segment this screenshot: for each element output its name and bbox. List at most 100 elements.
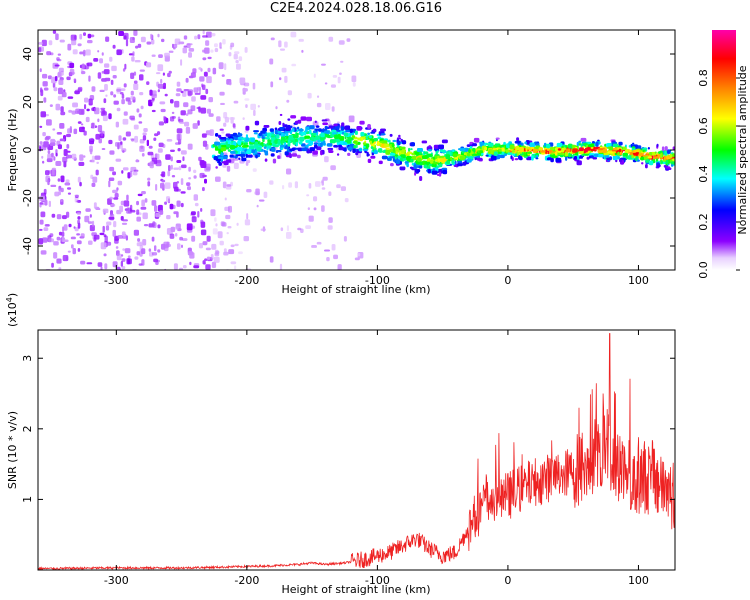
spectrogram-y-label: Frequency (Hz) <box>6 109 19 192</box>
spectrogram-ridge-cell <box>274 127 278 131</box>
spectrogram-ridge-cell <box>270 153 275 157</box>
spectrogram-ridge-cell <box>419 176 423 181</box>
spectrogram-noise-cell <box>257 105 260 108</box>
spectrogram-ridge-cell <box>389 156 395 159</box>
spectrogram-noise-cell <box>246 189 252 193</box>
spectrogram-ridge-cell <box>229 145 236 150</box>
spectrogram-noise-cell <box>62 215 67 220</box>
spectrogram-noise-cell <box>228 81 232 86</box>
spectrogram-noise-cell <box>148 145 153 149</box>
spectrogram-ridge-cell <box>617 156 620 160</box>
spectrogram-noise-cell <box>40 250 47 255</box>
spectrogram-noise-cell <box>246 213 249 220</box>
spectrogram-ridge-cell <box>435 151 438 155</box>
spectrogram-ridge-cell <box>664 165 668 168</box>
spectrogram-ridge-cell <box>360 132 365 137</box>
spectrogram-y-tick-label: 40 <box>21 47 34 61</box>
spectrogram-noise-cell <box>40 211 46 218</box>
spectrogram-ridge-cell <box>397 145 400 148</box>
spectrogram-ridge-cell <box>535 154 539 158</box>
spectrogram-noise-cell <box>147 151 154 156</box>
spectrogram-noise-cell <box>62 156 68 163</box>
spectrogram-noise-cell <box>94 107 100 115</box>
spectrogram-noise-cell <box>66 150 71 153</box>
spectrogram-noise-cell <box>313 196 318 202</box>
spectrogram-noise-cell <box>215 223 218 227</box>
spectrogram-ridge-cell <box>269 128 274 132</box>
spectrogram-noise-cell <box>204 71 208 77</box>
spectrogram-ridge-cell <box>578 140 582 143</box>
spectrogram-noise-cell <box>47 153 53 161</box>
spectrogram-noise-cell <box>90 138 95 142</box>
spectrogram-ridge-cell <box>312 150 318 155</box>
spectrogram-ridge-cell <box>273 144 279 148</box>
spectrogram-noise-cell <box>168 165 171 172</box>
spectrogram-noise-cell <box>305 225 311 229</box>
spectrogram-ridge-cell <box>628 149 632 153</box>
spectrogram-noise-cell <box>102 115 108 122</box>
spectrogram-noise-cell <box>157 83 164 89</box>
spectrogram-ridge-cell <box>665 160 669 165</box>
spectrogram-noise-cell <box>252 168 257 172</box>
spectrogram-ridge-cell <box>215 158 222 161</box>
spectrogram-ridge-cell <box>225 133 231 137</box>
spectrogram-ridge-cell <box>367 158 372 163</box>
spectrogram-ridge-cell <box>576 141 579 147</box>
spectrogram-ridge-cell <box>645 159 651 163</box>
spectrogram-noise-cell <box>67 250 71 253</box>
spectrogram-noise-cell <box>121 258 126 262</box>
spectrogram-ridge-cell <box>595 141 599 147</box>
spectrogram-ridge-cell <box>530 146 535 149</box>
spectrogram-ridge-cell <box>407 151 412 154</box>
spectrogram-noise-cell <box>79 181 82 187</box>
spectrogram-ridge-cell <box>244 142 249 145</box>
spectrogram-ridge-cell <box>279 113 283 116</box>
spectrogram-noise-cell <box>337 267 341 270</box>
spectrogram-noise-cell <box>230 117 234 124</box>
spectrogram-ridge-cell <box>264 150 268 156</box>
spectrogram-noise-cell <box>49 142 56 146</box>
spectrogram-noise-cell <box>65 179 70 183</box>
spectrogram-ridge-cell <box>254 120 260 126</box>
spectrogram-noise-cell <box>176 81 181 87</box>
spectrogram-noise-cell <box>80 233 85 239</box>
spectrogram-ridge-cell <box>410 158 414 163</box>
spectrogram-ridge-cell <box>289 153 292 159</box>
spectrogram-ridge-cell <box>334 134 339 139</box>
spectrogram-ridge-cell <box>304 135 310 139</box>
spectrogram-noise-cell <box>42 73 48 79</box>
spectrogram-noise-cell <box>169 233 175 239</box>
spectrogram-noise-cell <box>109 196 113 200</box>
spectrogram-noise-cell <box>125 39 129 47</box>
spectrogram-ridge-cell <box>433 144 440 149</box>
spectrogram-ridge-cell <box>666 156 671 160</box>
spectrogram-noise-cell <box>123 111 128 116</box>
spectrogram-noise-cell <box>328 36 334 42</box>
spectrogram-noise-cell <box>86 62 93 67</box>
spectrogram-ridge-cell <box>419 151 422 155</box>
spectrogram-noise-cell <box>339 72 342 75</box>
spectrogram-noise-cell <box>147 177 151 181</box>
spectrogram-noise-cell <box>56 132 62 135</box>
spectrogram-noise-cell <box>93 234 100 240</box>
spectrogram-noise-cell <box>85 49 91 56</box>
spectrogram-noise-cell <box>258 199 265 202</box>
spectrogram-ridge-cell <box>392 147 396 152</box>
spectrogram-noise-cell <box>39 146 42 152</box>
spectrogram-ridge-cell <box>503 153 507 156</box>
spectrogram-noise-cell <box>50 184 57 187</box>
snr-x-ticks: -300 -200 -100 0 100 <box>104 330 649 587</box>
spectrogram-noise-cell <box>97 118 100 123</box>
spectrogram-ridge-cell <box>526 146 529 149</box>
spectrogram-ridge-cell <box>289 148 295 151</box>
spectrogram-ridge-cell <box>333 123 338 127</box>
spectrogram-ridge-cell <box>347 152 351 156</box>
spectrogram-ridge-cell <box>394 156 397 160</box>
spectrogram-noise-cell <box>201 133 207 138</box>
spectrogram-noise-cell <box>158 204 163 212</box>
spectrogram-noise-cell <box>130 204 133 212</box>
spectrogram-ridge-cell <box>427 149 432 152</box>
spectrogram-ridge-cell <box>441 139 448 144</box>
spectrogram-noise-cell <box>214 43 218 48</box>
spectrogram-noise-cell <box>176 133 182 141</box>
